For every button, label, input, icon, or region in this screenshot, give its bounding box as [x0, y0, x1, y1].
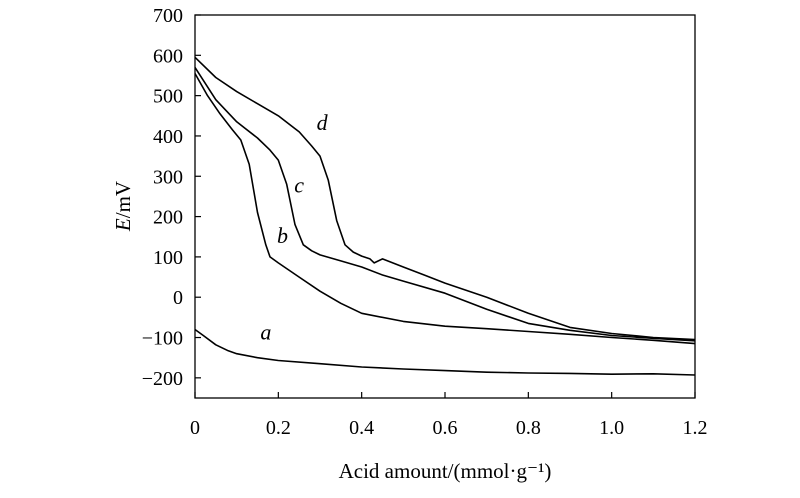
x-tick-label: 0 [190, 417, 200, 439]
y-tick-label: −200 [142, 368, 183, 390]
y-tick-label: −100 [142, 328, 183, 350]
y-tick-label: 500 [153, 86, 183, 108]
curve-label-a: a [260, 320, 271, 345]
series-line-a [194, 328, 696, 376]
series-layer [194, 56, 696, 376]
series-line-b [194, 73, 696, 345]
curve-labels-layer: a b c d [260, 110, 328, 345]
y-tick-label: 300 [153, 166, 183, 188]
x-tick-label: 0.8 [516, 417, 541, 439]
series-line-d [194, 56, 696, 341]
ticks-layer: 0 0.2 0.4 0.6 0.8 1.0 1.2 −200 −100 0 100 200 300 400… [142, 5, 708, 439]
x-axis-title: Acid amount/(mmol·g⁻¹) [339, 459, 552, 483]
x-tick-label: 1.2 [683, 417, 708, 439]
series-line-c [194, 66, 696, 342]
x-tick-label: 0.2 [266, 417, 291, 439]
y-axis-title-unit: /mV [111, 181, 135, 218]
y-tick-label: 400 [153, 126, 183, 148]
x-tick-label: 0.6 [433, 417, 458, 439]
y-tick-label: 600 [153, 45, 183, 67]
x-tick-label: 1.0 [599, 417, 624, 439]
curve-label-d: d [317, 110, 329, 135]
y-tick-label: 700 [153, 5, 183, 27]
curve-label-c: c [294, 172, 304, 197]
y-tick-label: 0 [173, 287, 183, 309]
y-tick-label: 100 [153, 247, 183, 269]
y-axis-title-var: E [111, 218, 135, 232]
y-axis-title: E/mV [111, 181, 135, 232]
curve-label-b: b [277, 223, 288, 248]
y-tick-label: 200 [153, 207, 183, 229]
x-tick-label: 0.4 [349, 417, 374, 439]
